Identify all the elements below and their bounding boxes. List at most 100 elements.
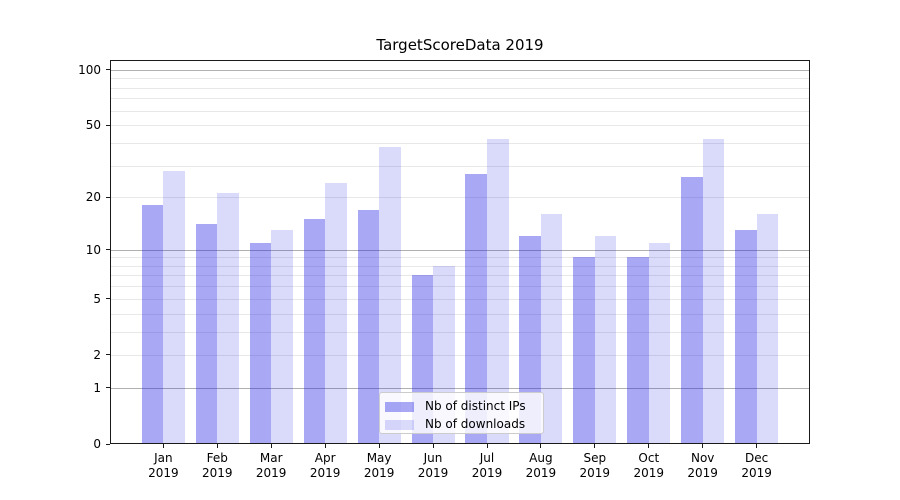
x-tick-month: Nov <box>690 451 715 465</box>
gridline-minor <box>111 125 809 127</box>
x-tick-label: Jun 2019 <box>403 451 463 481</box>
gridline-minor <box>111 286 809 288</box>
x-tick-year: 2019 <box>148 466 179 480</box>
x-tick-year: 2019 <box>579 466 611 480</box>
x-tick-mark <box>270 444 272 448</box>
x-tick-mark <box>702 444 704 448</box>
x-tick-label: Dec 2019 <box>727 451 787 481</box>
y-tick-label: 1 <box>93 380 101 395</box>
x-tick-label: Apr 2019 <box>295 451 355 481</box>
x-tick-year: 2019 <box>309 466 341 480</box>
bar-nb-of-downloads-oct <box>648 242 671 444</box>
gridline-minor <box>111 331 809 333</box>
gridline-minor <box>111 257 809 259</box>
x-tick-year: 2019 <box>363 466 395 480</box>
x-tick-month: Mar <box>259 451 283 465</box>
x-tick-mark <box>648 444 650 448</box>
x-tick-month: Sep <box>583 451 607 465</box>
legend-label: Nb of distinct IPs <box>425 399 526 413</box>
bar-nb-of-distinct-ips-mar <box>249 242 272 444</box>
x-tick-year: 2019 <box>633 466 665 480</box>
x-tick-label: Feb 2019 <box>187 451 247 481</box>
bar-nb-of-downloads-apr <box>325 183 347 444</box>
legend-swatch-nb-of-distinct-ips <box>385 401 414 412</box>
x-tick-mark <box>594 444 596 448</box>
plot-area <box>110 60 810 444</box>
x-tick-month: Aug <box>529 451 553 465</box>
gridline-major <box>111 387 809 389</box>
x-tick-month: Jan <box>154 451 173 465</box>
bar-nb-of-downloads-jan <box>163 171 185 444</box>
x-tick-year: 2019 <box>525 466 557 480</box>
x-tick-month: Jun <box>423 451 443 465</box>
y-tick-mark <box>106 443 110 445</box>
y-tick-mark <box>106 298 110 300</box>
x-tick-month: May <box>366 451 392 465</box>
y-tick-label: 5 <box>93 291 101 306</box>
x-tick-mark <box>756 444 758 448</box>
x-tick-label: Aug 2019 <box>511 451 571 481</box>
bar-nb-of-distinct-ips-oct <box>627 257 649 444</box>
gridline-minor <box>111 78 809 80</box>
bar-nb-of-downloads-nov <box>702 139 725 444</box>
gridline-minor <box>111 313 809 315</box>
gridline-minor <box>111 197 809 199</box>
y-tick-label: 20 <box>85 190 101 205</box>
y-tick-mark <box>106 387 110 389</box>
x-tick-label: Oct 2019 <box>619 451 679 481</box>
x-tick-label: Jan 2019 <box>133 451 193 481</box>
legend: Nb of distinct IPs Nb of downloads <box>379 392 544 434</box>
y-tick-mark <box>106 69 110 71</box>
chart-title: TargetScoreData 2019 <box>376 36 544 54</box>
x-tick-mark <box>324 444 326 448</box>
y-tick-mark <box>106 124 110 126</box>
gridline-major <box>111 69 809 71</box>
y-tick-label: 0 <box>93 437 101 451</box>
x-tick-year: 2019 <box>687 466 718 480</box>
bar-nb-of-downloads-dec <box>756 214 779 444</box>
gridline-minor <box>111 298 809 300</box>
y-tick-label: 50 <box>85 118 101 133</box>
legend-swatch-nb-of-downloads <box>385 419 414 430</box>
y-tick-mark <box>106 354 110 356</box>
bar-nb-of-distinct-ips-jul <box>465 173 487 444</box>
bar-nb-of-distinct-ips-jan <box>141 205 164 444</box>
x-tick-label: Nov 2019 <box>673 451 733 481</box>
gridline-minor <box>111 165 809 167</box>
legend-label: Nb of downloads <box>425 417 526 431</box>
x-tick-label: Mar 2019 <box>241 451 301 481</box>
y-tick-mark <box>106 196 110 198</box>
x-tick-year: 2019 <box>417 466 449 480</box>
gridline-minor <box>111 265 809 267</box>
legend-item: Nb of downloads <box>385 417 543 432</box>
legend-item: Nb of distinct IPs <box>385 399 543 414</box>
x-tick-label: Jul 2019 <box>457 451 517 481</box>
x-tick-mark <box>540 444 542 448</box>
bar-nb-of-distinct-ips-apr <box>303 219 326 444</box>
x-tick-mark <box>216 444 218 448</box>
bar-nb-of-downloads-aug <box>540 214 563 444</box>
y-tick-label: 100 <box>78 62 101 77</box>
x-tick-mark <box>432 444 434 448</box>
y-tick-label: 10 <box>85 242 101 257</box>
bar-nb-of-downloads-may <box>379 147 401 444</box>
x-tick-month: Feb <box>206 451 228 465</box>
bar-nb-of-downloads-feb <box>217 193 239 444</box>
x-tick-year: 2019 <box>741 466 772 480</box>
x-tick-year: 2019 <box>202 466 233 480</box>
x-tick-label: Sep 2019 <box>565 451 625 481</box>
bar-nb-of-distinct-ips-sep <box>573 257 595 444</box>
gridline-minor <box>111 87 809 89</box>
bar-nb-of-distinct-ips-nov <box>681 176 703 444</box>
x-tick-month: Oct <box>638 451 660 465</box>
x-tick-month: Apr <box>314 451 336 465</box>
bar-nb-of-downloads-mar <box>271 230 293 444</box>
x-tick-month: Dec <box>744 451 769 465</box>
y-tick-mark <box>106 249 110 251</box>
bar-nb-of-distinct-ips-feb <box>195 224 218 444</box>
gridline-minor <box>111 98 809 100</box>
bar-nb-of-distinct-ips-may <box>357 209 380 444</box>
